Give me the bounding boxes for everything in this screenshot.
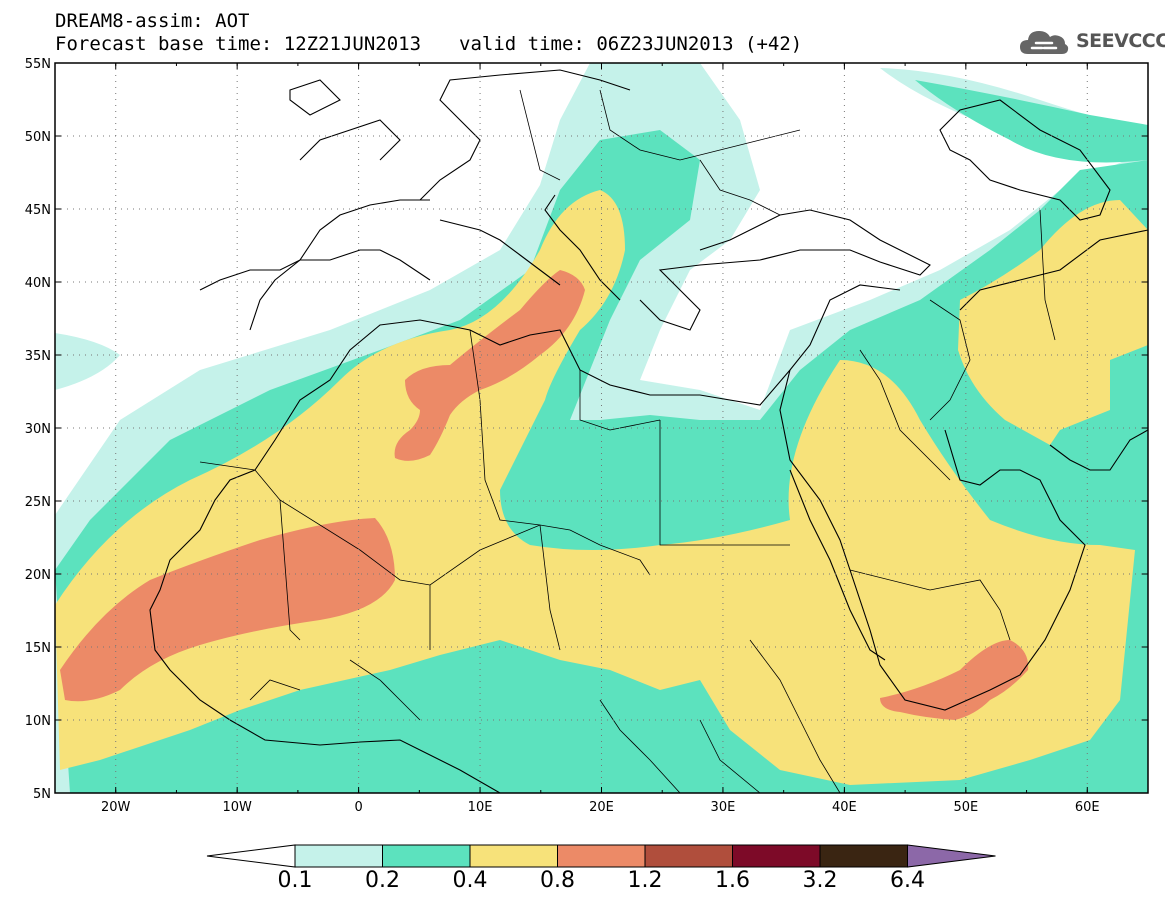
lat-tick-label: 40N <box>25 276 51 291</box>
lon-tick-label: 30E <box>711 800 736 815</box>
cloud-icon <box>1020 31 1069 54</box>
base-time: Forecast base time: 12Z21JUN2013 <box>55 33 422 55</box>
lat-labels: 5N 10N 15N 20N 25N 30N 35N 40N 45N 50N 55N <box>25 57 51 802</box>
lon-tick-label: 40E <box>832 800 857 815</box>
lat-tick-label: 55N <box>25 57 51 72</box>
colorbar-high-arrow <box>907 844 996 868</box>
lat-tick-label: 30N <box>25 422 51 437</box>
lat-tick-label: 35N <box>25 349 51 364</box>
coastlines <box>149 69 1148 793</box>
colorbar-label: 0.2 <box>365 868 400 893</box>
colorbar-segment <box>819 844 908 868</box>
colorbar-label: 1.6 <box>715 868 750 893</box>
colorbar-segment <box>469 844 558 868</box>
lat-tick-label: 45N <box>25 203 51 218</box>
lon-tick-label: 20W <box>101 800 131 815</box>
contour-0.4 <box>55 190 1135 785</box>
forecast-times: Forecast base time: 12Z21JUN2013 valid ti… <box>55 33 802 55</box>
lon-tick-label: 10W <box>222 800 252 815</box>
lon-tick-label: 60E <box>1075 800 1100 815</box>
lat-tick-label: 10N <box>25 714 51 729</box>
valid-time: valid time: 06Z23JUN2013 (+42) <box>459 33 803 55</box>
lon-tick-label: 0 <box>354 800 362 815</box>
seevccc-logo: SEEVCCC <box>1018 24 1165 58</box>
colorbar-label: 0.4 <box>452 868 488 893</box>
colorbar-label: 0.1 <box>277 868 313 893</box>
colorbar-label: 3.2 <box>802 868 838 893</box>
lat-tick-label: 5N <box>33 787 51 802</box>
colorbar-label: 0.8 <box>540 868 575 893</box>
logo-text: SEEVCCC <box>1076 30 1165 52</box>
lat-tick-label: 50N <box>25 130 51 145</box>
lon-tick-label: 50E <box>953 800 978 815</box>
colorbar-segment <box>644 844 733 868</box>
lat-tick-label: 15N <box>25 641 51 656</box>
colorbar-segment <box>557 844 646 868</box>
axis-ticks <box>54 62 1149 794</box>
graticule <box>55 63 1148 793</box>
colorbar <box>206 844 996 868</box>
lon-labels: 20W 10W 0 10E 20E 30E 40E 50E 60E <box>101 800 1100 815</box>
colorbar-segment <box>732 844 821 868</box>
lon-tick-label: 20E <box>589 800 614 815</box>
map-title: DREAM8-assim: AOT <box>55 10 250 32</box>
colorbar-label: 1.2 <box>627 868 663 893</box>
colorbar-segment <box>382 844 471 868</box>
lat-tick-label: 20N <box>25 568 51 583</box>
lon-tick-label: 10E <box>468 800 493 815</box>
colorbar-segment <box>294 844 383 868</box>
country-borders <box>199 89 1056 793</box>
colorbar-low-arrow <box>206 844 296 868</box>
lat-tick-label: 25N <box>25 495 51 510</box>
colorbar-label: 6.4 <box>890 868 925 893</box>
contour-0.8 <box>60 518 395 702</box>
